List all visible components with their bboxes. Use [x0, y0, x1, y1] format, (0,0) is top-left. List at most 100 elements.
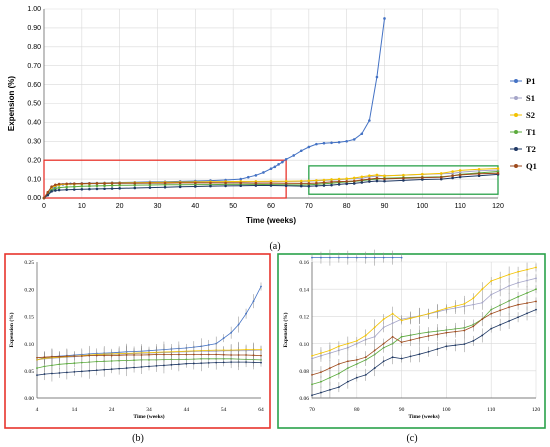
data-point-q1 — [299, 182, 303, 185]
data-point-q1 — [88, 182, 91, 185]
data-point-t1 — [133, 359, 135, 362]
x-tick-label: 70 — [305, 203, 313, 210]
data-point-q1 — [73, 355, 76, 358]
y-axis-title: Expension (%) — [8, 312, 15, 347]
y-tick-label: 0.70 — [27, 63, 41, 70]
data-point-t2 — [177, 363, 180, 366]
data-point-s2 — [322, 178, 326, 182]
data-point-p1 — [368, 119, 371, 122]
data-point-p1 — [281, 160, 284, 164]
data-point-q1 — [72, 182, 76, 185]
data-point-t2 — [299, 184, 303, 188]
data-point-t2 — [481, 334, 484, 337]
data-point-t2 — [330, 183, 333, 187]
data-point-s2 — [260, 348, 262, 351]
data-point-t2 — [364, 373, 367, 376]
data-point-t2 — [346, 380, 349, 383]
data-point-p1 — [364, 256, 367, 259]
data-point-s1 — [458, 170, 462, 174]
data-point-t2 — [355, 376, 358, 379]
data-point-s1 — [490, 293, 493, 296]
data-point-p1 — [355, 256, 358, 259]
data-point-t2 — [383, 179, 386, 183]
data-point-s2 — [269, 179, 273, 183]
data-point-q1 — [402, 176, 405, 180]
data-point-s2 — [368, 174, 371, 177]
data-point-s1 — [508, 285, 511, 287]
data-point-q1 — [454, 330, 457, 333]
data-point-t1 — [148, 359, 150, 361]
data-point-q1 — [400, 341, 403, 344]
x-tick-label: 40 — [191, 203, 199, 210]
data-point-s2 — [409, 317, 412, 320]
x-tick-label: 44 — [184, 407, 190, 413]
data-point-p1 — [207, 344, 210, 346]
data-point-t2 — [499, 323, 502, 326]
data-point-t1 — [65, 185, 68, 189]
panel-c-frame — [277, 253, 546, 429]
data-point-t2 — [57, 188, 61, 192]
x-tick-label: 20 — [116, 203, 124, 210]
data-point-t2 — [54, 189, 57, 192]
x-tick-label: 110 — [487, 407, 495, 413]
y-tick-label: 0.30 — [27, 139, 41, 146]
data-point-p1 — [247, 175, 250, 179]
data-point-p1 — [262, 171, 265, 174]
y-tick-label: 0.10 — [299, 342, 309, 348]
data-point-t1 — [80, 361, 83, 364]
data-point-t2 — [517, 316, 519, 319]
data-point-t2 — [222, 361, 225, 364]
data-point-t2 — [133, 186, 137, 190]
y-tick-label: 1.00 — [27, 6, 41, 13]
data-point-q1 — [445, 331, 448, 334]
data-point-t2 — [185, 362, 188, 365]
data-point-t2 — [103, 187, 106, 191]
data-point-s2 — [458, 169, 462, 172]
data-point-q1 — [209, 181, 212, 185]
data-point-s2 — [373, 326, 376, 329]
data-point-q1 — [315, 181, 318, 185]
data-point-t1 — [490, 308, 493, 311]
data-point-q1 — [148, 181, 152, 185]
data-point-p1 — [273, 165, 277, 169]
data-point-p1 — [237, 323, 240, 326]
data-point-s2 — [346, 342, 349, 345]
data-point-p1 — [322, 141, 326, 145]
data-point-s1 — [481, 301, 484, 304]
data-point-p1 — [383, 17, 386, 20]
highlight-box — [43, 159, 287, 199]
y-tick-label: 0.15 — [24, 315, 34, 321]
data-point-q1 — [481, 318, 484, 321]
data-point-t2 — [445, 345, 448, 348]
data-point-s2 — [360, 175, 364, 179]
data-point-q1 — [307, 182, 311, 185]
data-point-q1 — [43, 356, 46, 359]
data-point-t2 — [50, 190, 53, 193]
data-point-q1 — [517, 303, 519, 306]
data-point-q1 — [57, 182, 61, 186]
data-point-t2 — [207, 362, 210, 364]
legend-marker-p1 — [514, 79, 518, 83]
data-point-t1 — [51, 364, 53, 367]
data-point-t1 — [517, 295, 519, 298]
data-point-s2 — [337, 177, 341, 181]
data-point-s2 — [311, 354, 313, 357]
data-point-t2 — [451, 176, 454, 180]
data-point-p1 — [320, 256, 322, 259]
data-point-q1 — [329, 367, 331, 369]
data-point-s2 — [472, 297, 475, 300]
series-line-t2 — [311, 309, 537, 396]
data-point-s1 — [517, 281, 519, 284]
data-point-t1 — [54, 187, 57, 190]
data-point-t2 — [427, 350, 430, 353]
data-point-p1 — [311, 256, 313, 259]
data-point-q1 — [230, 354, 233, 356]
data-point-p1 — [373, 256, 376, 259]
data-point-q1 — [51, 355, 53, 358]
x-tick-label: 90 — [399, 407, 405, 413]
data-point-t1 — [185, 358, 188, 361]
data-point-p1 — [391, 256, 394, 259]
y-tick-label: 0.60 — [27, 82, 41, 89]
data-point-p1 — [345, 140, 348, 143]
data-point-p1 — [346, 256, 349, 259]
